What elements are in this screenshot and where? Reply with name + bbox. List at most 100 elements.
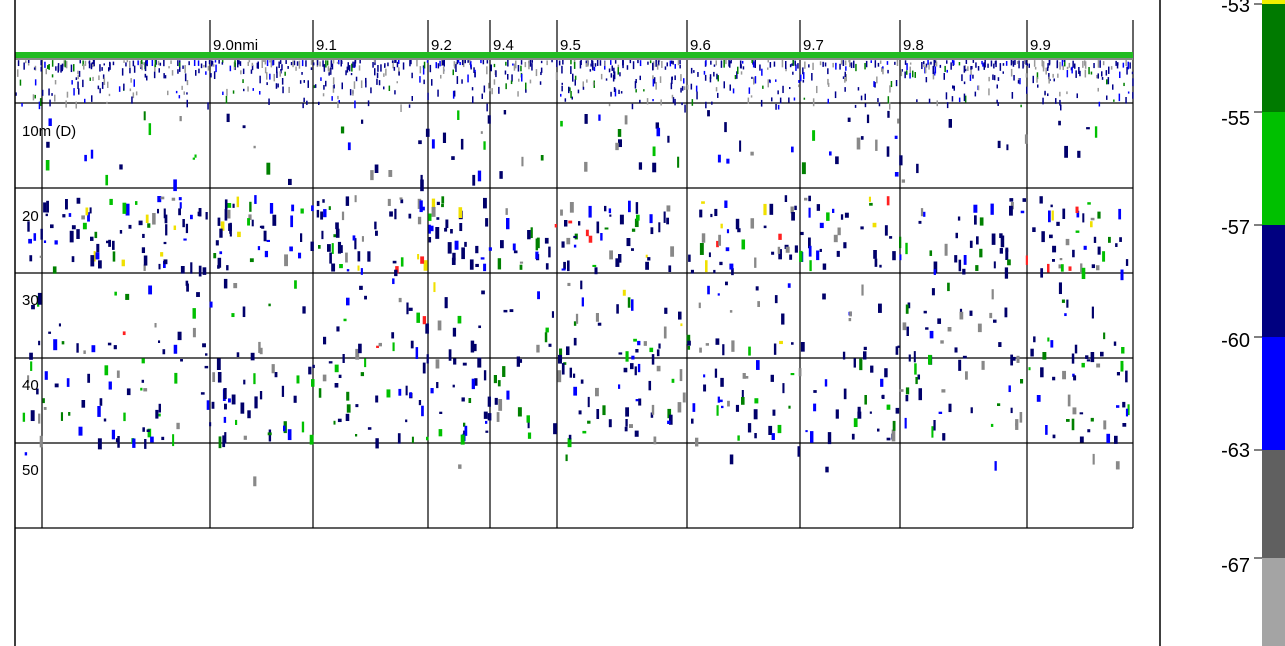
echo-speck bbox=[997, 85, 999, 89]
echo-speck bbox=[636, 202, 638, 214]
echo-speck bbox=[370, 87, 372, 93]
echo-speck bbox=[336, 326, 339, 331]
echo-speck bbox=[159, 68, 161, 72]
echo-speck bbox=[995, 61, 997, 68]
echo-speck bbox=[233, 204, 235, 208]
echo-speck bbox=[50, 224, 54, 228]
echo-speck bbox=[955, 347, 958, 352]
echo-speck bbox=[889, 236, 892, 239]
echo-speck bbox=[28, 60, 30, 63]
echo-speck bbox=[525, 83, 527, 91]
echo-speck bbox=[1021, 211, 1025, 214]
echo-speck bbox=[394, 67, 396, 71]
echo-speck bbox=[321, 231, 323, 239]
echo-speck bbox=[1099, 102, 1101, 107]
echo-speck bbox=[1071, 67, 1073, 74]
echo-speck bbox=[409, 104, 411, 107]
echo-speck bbox=[289, 247, 293, 252]
echo-speck bbox=[76, 102, 78, 109]
distance-label: 9.8 bbox=[903, 37, 924, 54]
echo-speck bbox=[1094, 237, 1096, 243]
echo-speck bbox=[230, 66, 232, 72]
depth-label: 50 bbox=[22, 462, 39, 479]
echo-speck bbox=[691, 84, 693, 90]
echo-speck bbox=[125, 294, 129, 300]
echo-speck bbox=[873, 223, 877, 228]
echo-speck bbox=[334, 421, 336, 425]
echo-speck bbox=[436, 217, 439, 220]
echo-speck bbox=[876, 77, 878, 84]
echo-speck bbox=[820, 223, 824, 228]
echo-speck bbox=[560, 210, 563, 216]
echo-speck bbox=[915, 377, 917, 384]
echo-speck bbox=[488, 413, 492, 420]
echo-speck bbox=[867, 115, 869, 123]
echo-speck bbox=[1066, 300, 1068, 308]
echo-speck bbox=[1082, 363, 1085, 368]
echo-speck bbox=[213, 64, 215, 67]
echo-speck bbox=[317, 60, 319, 65]
echo-speck bbox=[288, 429, 292, 440]
echo-speck bbox=[718, 75, 720, 81]
echo-speck bbox=[1037, 395, 1041, 402]
echo-speck bbox=[209, 422, 211, 426]
echo-speck bbox=[562, 241, 565, 247]
echo-speck bbox=[123, 413, 125, 422]
surface-line bbox=[15, 58, 1133, 60]
echo-speck bbox=[660, 76, 662, 83]
echo-speck bbox=[598, 115, 600, 121]
echo-speck bbox=[96, 244, 99, 252]
echo-speck bbox=[266, 72, 268, 80]
echo-speck bbox=[1096, 364, 1100, 368]
echo-speck bbox=[280, 71, 282, 76]
echo-speck bbox=[702, 233, 705, 242]
echo-speck bbox=[355, 404, 358, 407]
echo-speck bbox=[331, 96, 333, 101]
echo-speck bbox=[144, 111, 146, 120]
echo-speck bbox=[638, 399, 641, 406]
echo-speck bbox=[724, 81, 726, 88]
echo-speck bbox=[657, 349, 660, 356]
echo-speck bbox=[23, 63, 25, 70]
scale-segment bbox=[1262, 0, 1285, 4]
echo-speck bbox=[1132, 72, 1134, 74]
echo-speck bbox=[835, 63, 837, 70]
echo-speck bbox=[426, 129, 430, 137]
echo-speck bbox=[610, 92, 612, 97]
echo-speck bbox=[352, 62, 354, 68]
echo-speck bbox=[643, 89, 645, 91]
echo-speck bbox=[584, 162, 587, 172]
echo-speck bbox=[1085, 70, 1087, 78]
echo-speck bbox=[771, 375, 774, 382]
echo-speck bbox=[923, 61, 925, 64]
echo-speck bbox=[86, 208, 89, 216]
echo-speck bbox=[481, 131, 483, 134]
echo-speck bbox=[178, 208, 181, 215]
echo-speck bbox=[374, 68, 376, 75]
echo-speck bbox=[437, 90, 439, 97]
echo-speck bbox=[816, 251, 819, 261]
echo-speck bbox=[1048, 211, 1051, 223]
echo-speck bbox=[364, 296, 367, 300]
echo-speck bbox=[424, 62, 426, 69]
echo-speck bbox=[794, 206, 797, 210]
echo-speck bbox=[358, 266, 360, 271]
echo-speck bbox=[423, 316, 426, 324]
echo-speck bbox=[79, 427, 83, 436]
echo-speck bbox=[218, 60, 220, 64]
echo-speck bbox=[235, 420, 237, 425]
echo-speck bbox=[592, 63, 594, 70]
echo-speck bbox=[375, 165, 379, 174]
scale-label: -63 bbox=[1221, 440, 1250, 462]
echo-speck bbox=[134, 66, 136, 73]
echo-speck bbox=[483, 60, 485, 64]
echo-speck bbox=[743, 66, 745, 69]
echo-speck bbox=[664, 308, 667, 314]
echo-speck bbox=[991, 424, 993, 427]
echo-speck bbox=[72, 225, 76, 229]
page: {"distance_labels": ["9.0nmi", "9.1", "9… bbox=[0, 0, 1285, 646]
echo-speck bbox=[142, 234, 145, 238]
echo-speck bbox=[46, 201, 49, 213]
echo-speck bbox=[959, 62, 961, 65]
echo-speck bbox=[691, 68, 693, 74]
